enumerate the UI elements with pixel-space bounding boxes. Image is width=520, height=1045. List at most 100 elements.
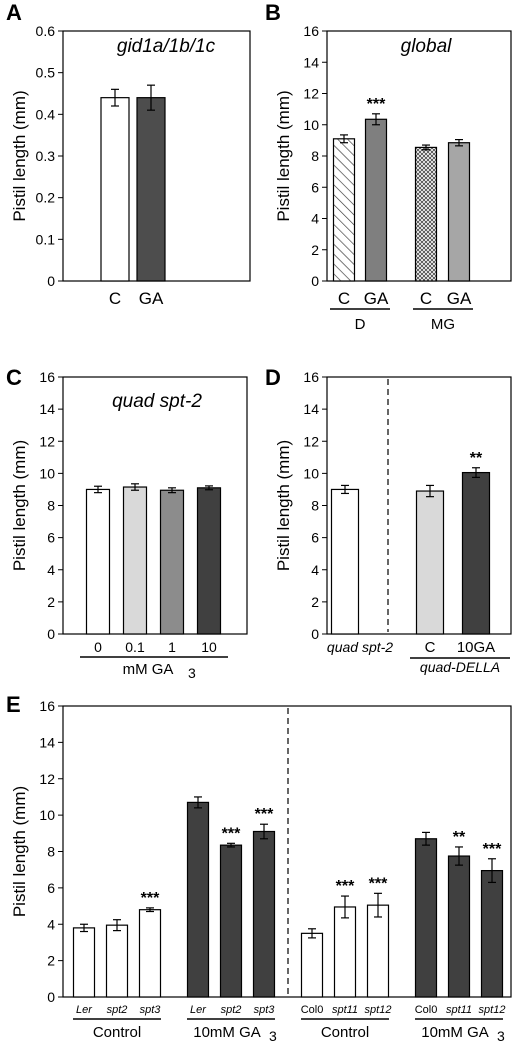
- y-tick-label: 14: [39, 734, 55, 750]
- significance-label: ***: [367, 96, 386, 113]
- group-label-subscript: 3: [269, 1028, 277, 1044]
- bar: [414, 146, 438, 282]
- y-tick-label: 16: [39, 698, 55, 714]
- y-axis-label: Pistil length (mm): [10, 440, 29, 571]
- category-label: 1: [168, 639, 176, 655]
- x-axis-label-subscript: 3: [188, 665, 196, 681]
- category-label: C: [338, 289, 350, 308]
- significance-label: ***: [336, 878, 355, 895]
- y-tick-label: 0: [47, 626, 55, 642]
- category-label: 0.1: [125, 639, 145, 655]
- y-axis-label: Pistil length (mm): [10, 786, 29, 917]
- significance-label: ***: [483, 841, 502, 858]
- bar: [332, 138, 356, 282]
- y-axis-label: Pistil length (mm): [274, 90, 293, 221]
- y-tick-label: 14: [303, 401, 319, 417]
- category-label: GA: [364, 289, 389, 308]
- bar: [138, 909, 162, 998]
- category-label: Ler: [190, 1004, 207, 1016]
- group-label: quad spt-2: [327, 639, 393, 655]
- y-tick-label: 4: [311, 562, 319, 578]
- group-label: MG: [431, 316, 455, 333]
- category-label: C: [109, 289, 121, 308]
- y-tick-label: 16: [39, 369, 55, 385]
- bar: [100, 97, 130, 282]
- category-label: 10: [201, 639, 217, 655]
- group-label-subscript: 3: [497, 1028, 505, 1044]
- bar: [85, 488, 111, 635]
- significance-label: ***: [222, 825, 241, 842]
- bar: [447, 855, 471, 998]
- bar: [330, 488, 360, 635]
- panel-letter: D: [265, 365, 281, 390]
- bar: [159, 489, 185, 635]
- bar: [122, 486, 148, 635]
- y-tick-label: 0: [47, 273, 55, 289]
- y-tick-label: 6: [311, 179, 319, 195]
- y-tick-label: 14: [39, 401, 55, 417]
- bar: [415, 490, 445, 635]
- category-label: GA: [139, 289, 164, 308]
- category-label: 0: [94, 639, 102, 655]
- bar: [72, 927, 96, 998]
- panel-title: global: [401, 36, 452, 57]
- y-tick-label: 12: [39, 433, 55, 449]
- significance-label: ***: [141, 890, 160, 907]
- y-tick-label: 0: [311, 626, 319, 642]
- y-tick-label: 0.3: [36, 148, 56, 164]
- category-label: spt12: [365, 1004, 392, 1016]
- y-tick-label: 0.1: [36, 231, 56, 247]
- y-tick-label: 16: [303, 369, 319, 385]
- bar: [461, 471, 491, 635]
- x-axis-label: mM GA: [123, 661, 174, 678]
- category-label: spt2: [107, 1004, 128, 1016]
- y-tick-label: 2: [47, 953, 55, 969]
- y-tick-label: 0: [311, 273, 319, 289]
- y-tick-label: 10: [303, 117, 319, 133]
- panel-letter: B: [265, 0, 281, 25]
- bar: [136, 97, 166, 282]
- bar: [196, 487, 222, 635]
- y-tick-label: 2: [311, 594, 319, 610]
- bar: [300, 932, 324, 998]
- y-tick-label: 8: [47, 498, 55, 514]
- category-label: C: [425, 639, 436, 656]
- y-tick-label: 6: [311, 530, 319, 546]
- y-tick-label: 0.5: [36, 65, 56, 81]
- significance-label: ***: [369, 875, 388, 892]
- panel-letter: C: [6, 365, 22, 390]
- y-tick-label: 8: [311, 148, 319, 164]
- y-tick-label: 0: [47, 989, 55, 1005]
- category-label: Col0: [301, 1004, 324, 1016]
- y-tick-label: 16: [303, 23, 319, 39]
- category-label: spt11: [332, 1004, 358, 1016]
- y-tick-label: 2: [47, 594, 55, 610]
- category-label: spt3: [140, 1004, 162, 1016]
- y-tick-label: 12: [303, 86, 319, 102]
- y-tick-label: 10: [39, 807, 55, 823]
- bar: [252, 830, 276, 998]
- panel-letter: A: [6, 0, 22, 25]
- y-tick-label: 6: [47, 530, 55, 546]
- y-tick-label: 2: [311, 242, 319, 258]
- group-label: 10mM GA: [421, 1024, 489, 1041]
- bar: [219, 844, 243, 998]
- panel-D: D 0 2 4 6 8 10 12 14 16 Pistil length (mm) ** quad s…: [265, 365, 512, 675]
- category-label: C: [420, 289, 432, 308]
- y-tick-label: 4: [47, 562, 55, 578]
- bar: [447, 142, 471, 282]
- category-label: spt12: [479, 1004, 506, 1016]
- panel-letter: E: [6, 692, 21, 717]
- panel-B: B 0 2 4 6 8 10 12 14 16 Pistil length (mm) global **…: [265, 0, 512, 333]
- panel-title: gid1a/1b/1c: [117, 36, 216, 57]
- y-tick-label: 6: [47, 880, 55, 896]
- category-label: Col0: [415, 1004, 438, 1016]
- significance-label: **: [470, 450, 483, 467]
- y-axis-label: Pistil length (mm): [274, 440, 293, 571]
- bar: [480, 869, 504, 998]
- y-tick-label: 0.2: [36, 190, 56, 206]
- panel-title: quad spt-2: [112, 391, 202, 412]
